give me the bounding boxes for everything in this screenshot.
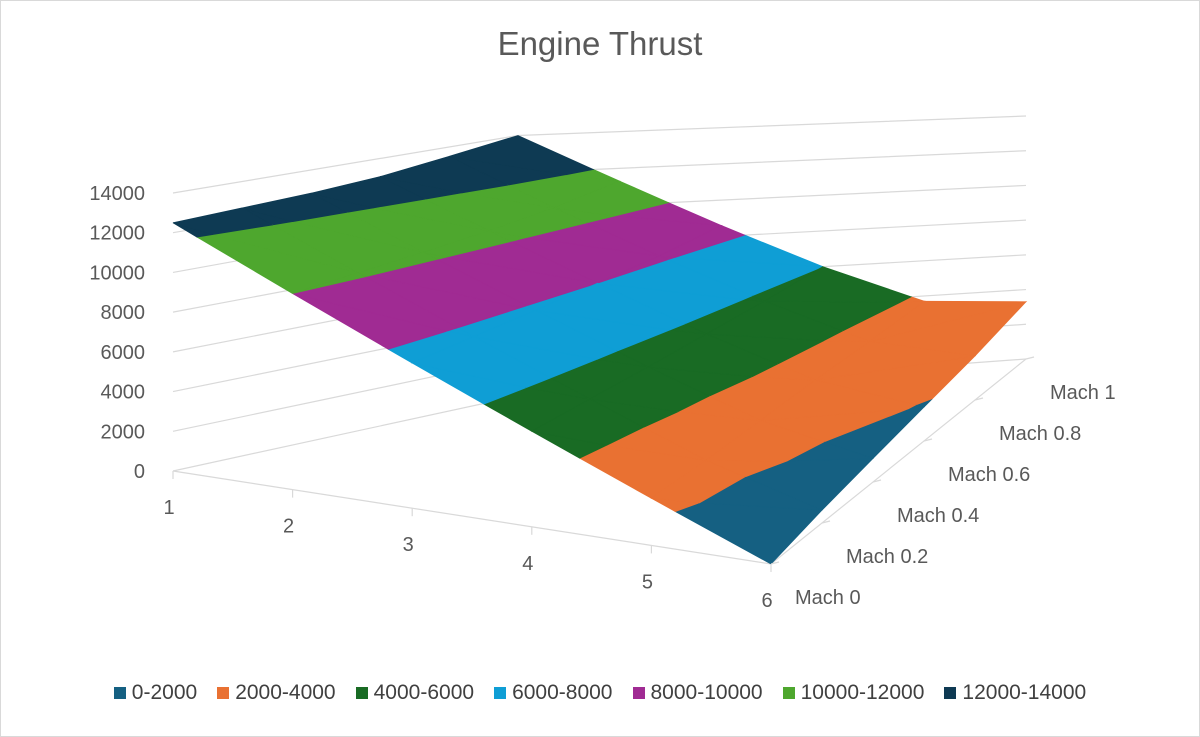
legend-item: 2000-4000 bbox=[217, 681, 336, 705]
surface-patch-2000-4000 bbox=[704, 420, 825, 462]
surface-patch-12000-14000 bbox=[310, 176, 427, 209]
surface-patch-10000-12000 bbox=[487, 207, 588, 238]
x-tick-label: 2 bbox=[283, 516, 294, 538]
surface-patch-10000-12000 bbox=[292, 272, 367, 294]
z-tick-label: 10000 bbox=[89, 262, 145, 284]
surface-patch-8000-10000 bbox=[657, 225, 746, 258]
surface-patch-10000-12000 bbox=[356, 251, 439, 277]
legend-label: 0-2000 bbox=[131, 681, 198, 704]
surface-patch-0-2000 bbox=[674, 502, 823, 565]
surface-patch-4000-6000 bbox=[705, 300, 844, 342]
surface-patch-8000-10000 bbox=[597, 255, 669, 284]
surface-patch-2000-4000 bbox=[759, 379, 917, 422]
depth-tick-mark bbox=[1025, 356, 1035, 360]
legend-swatch bbox=[944, 687, 957, 699]
z-tick-label: 12000 bbox=[89, 223, 145, 245]
z-tick-label: 0 bbox=[134, 461, 145, 483]
surface-patch-12000-14000 bbox=[379, 156, 509, 194]
legend-swatch bbox=[355, 687, 368, 699]
surface-patch-2000-4000 bbox=[869, 300, 1027, 342]
z-tick-label: 8000 bbox=[101, 302, 146, 324]
legend-swatch bbox=[113, 687, 126, 699]
surface-patch-12000-14000 bbox=[172, 207, 274, 235]
legend-item: 10000-12000 bbox=[782, 681, 925, 705]
surface-patch-4000-6000 bbox=[646, 333, 779, 377]
surface-patch-4000-6000 bbox=[588, 366, 710, 413]
depth-tick-label: Mach 0.8 bbox=[999, 423, 1081, 445]
surface-patch-12000-14000 bbox=[241, 192, 349, 222]
depth-tick-label: Mach 0.4 bbox=[897, 505, 979, 527]
depth-tick-mark bbox=[974, 397, 984, 401]
depth-tick-mark bbox=[872, 479, 882, 483]
depth-tick-label: Mach 0 bbox=[795, 587, 861, 609]
surface-patch-10000-12000 bbox=[552, 180, 670, 217]
surface-chart: 0 2000 4000 6000 8000 10000 12000 14000 1 2 3 4 5 6 Ma… bbox=[89, 115, 1116, 612]
surface-patch-6000-8000 bbox=[534, 282, 686, 331]
legend-item: 6000-8000 bbox=[494, 681, 613, 705]
depth-tick-label: Mach 0.6 bbox=[948, 464, 1030, 486]
surface-plot bbox=[172, 135, 1028, 565]
legend-swatch bbox=[632, 687, 645, 699]
legend-label: 10000-12000 bbox=[800, 681, 925, 704]
legend-label: 6000-8000 bbox=[512, 681, 613, 704]
legend: 0-2000 2000-4000 4000-6000 6000-8000 8000-10… bbox=[1, 681, 1199, 705]
x-tick-label: 3 bbox=[403, 534, 414, 556]
legend-item: 4000-6000 bbox=[355, 681, 475, 705]
x-tick-label: 5 bbox=[642, 571, 653, 593]
surface-patch-2000-4000 bbox=[814, 341, 976, 381]
axes: 0 2000 4000 6000 8000 10000 12000 14000 1 2 3 4 5 6 Ma… bbox=[89, 183, 1115, 612]
x-tick-label: 4 bbox=[522, 553, 533, 575]
surface-patch-4000-6000 bbox=[530, 398, 645, 446]
surface-patch-10000-12000 bbox=[421, 230, 512, 258]
legend-label: 12000-14000 bbox=[962, 681, 1087, 704]
x-tick-label: 6 bbox=[761, 590, 772, 612]
z-tick-label: 6000 bbox=[101, 342, 146, 364]
depth-tick-mark bbox=[770, 561, 780, 565]
z-tick-label: 2000 bbox=[101, 421, 146, 443]
chart-title: Engine Thrust bbox=[497, 25, 703, 62]
legend-swatch bbox=[494, 687, 507, 699]
depth-tick-label: Mach 0.2 bbox=[846, 546, 928, 568]
legend-item: 12000-14000 bbox=[944, 681, 1086, 705]
surface-patch-6000-8000 bbox=[410, 336, 552, 388]
legend-item: 8000-10000 bbox=[632, 681, 763, 705]
z-tick-label: 4000 bbox=[101, 382, 146, 404]
legend-swatch bbox=[782, 687, 795, 699]
surface-patch-6000-8000 bbox=[472, 309, 618, 360]
legend-label: 8000-10000 bbox=[650, 681, 763, 704]
x-tick-label: 1 bbox=[163, 497, 174, 519]
surface-patch-2000-4000 bbox=[650, 459, 746, 504]
z-tick-label: 14000 bbox=[89, 183, 145, 205]
legend-label: 2000-4000 bbox=[235, 681, 336, 704]
depth-tick-mark bbox=[821, 520, 831, 524]
surface-patch-12000-14000 bbox=[448, 135, 595, 176]
legend-label: 4000-6000 bbox=[373, 681, 475, 704]
depth-tick-label: Mach 1 bbox=[1050, 382, 1116, 404]
legend-swatch bbox=[217, 687, 230, 699]
surface-patch-4000-6000 bbox=[763, 266, 913, 303]
legend-item: 0-2000 bbox=[113, 681, 198, 705]
depth-tick-mark bbox=[923, 438, 933, 442]
